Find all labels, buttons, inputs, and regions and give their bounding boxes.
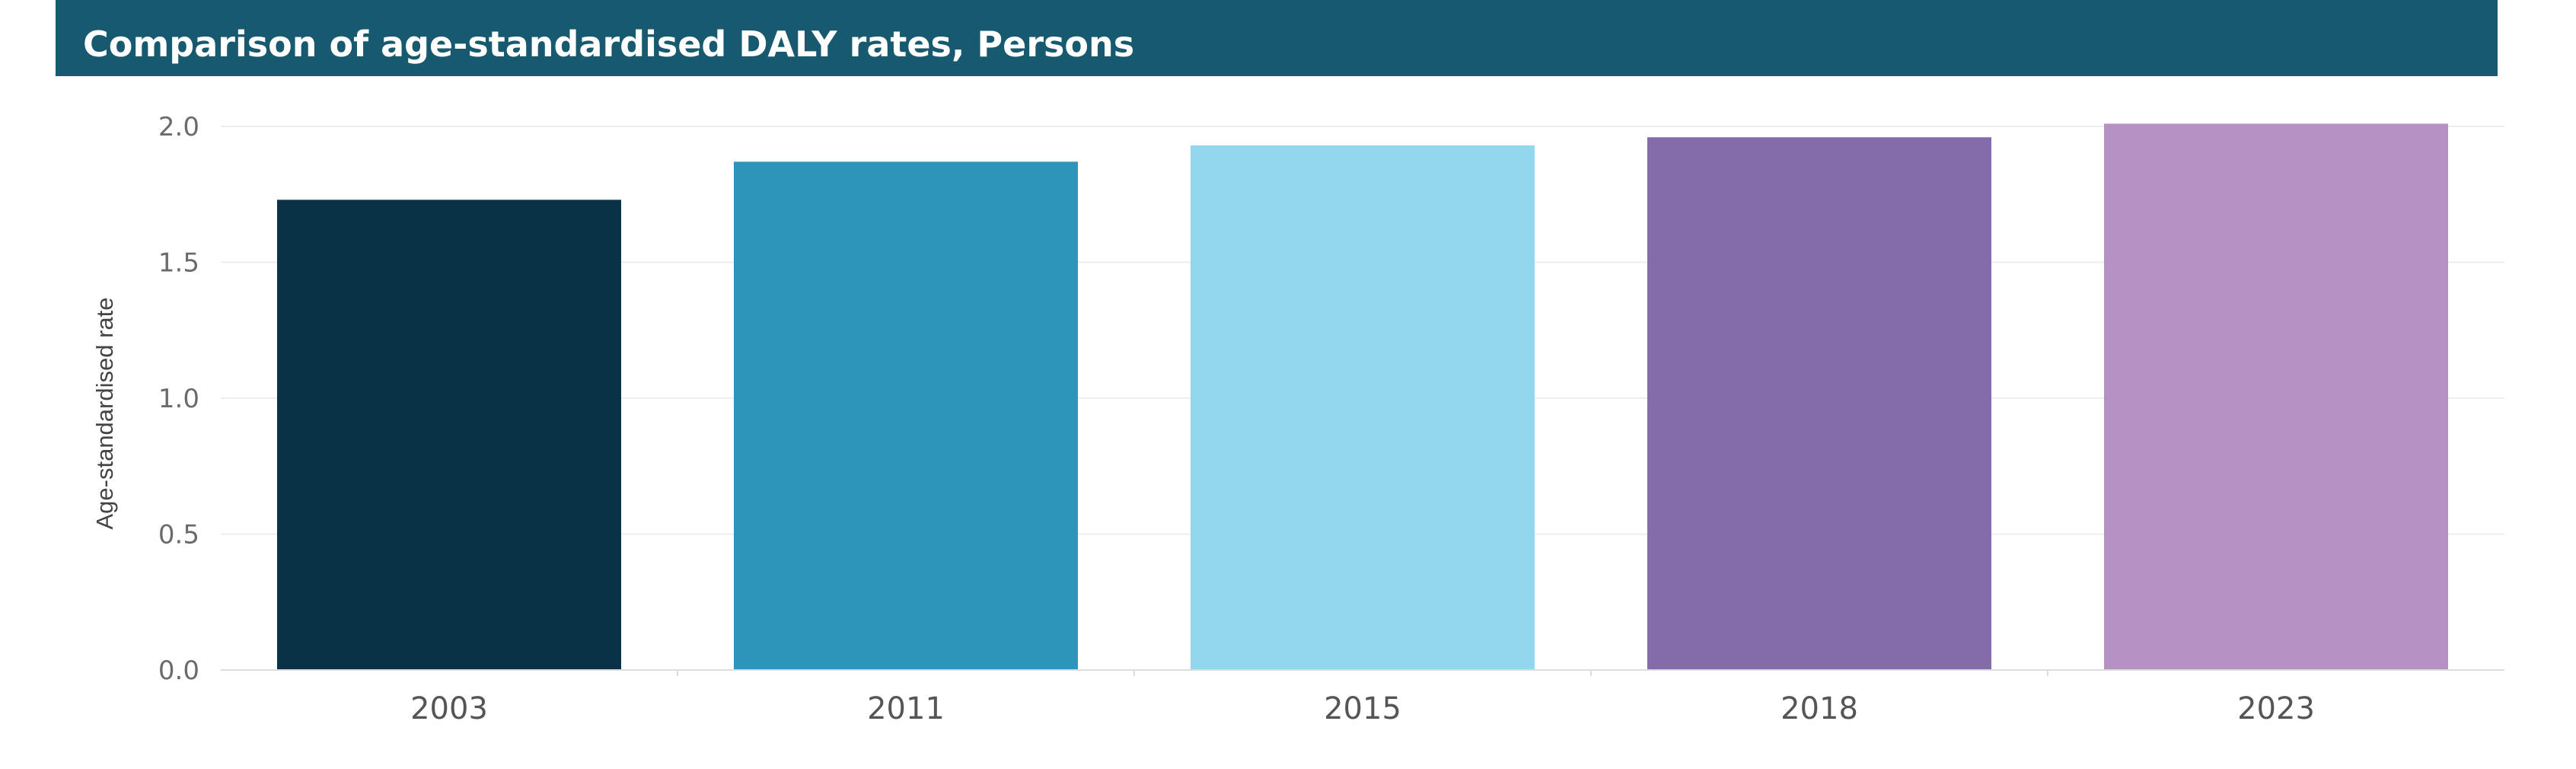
bar-2011[interactable] (734, 161, 1078, 670)
y-tick-label: 0.5 (158, 520, 199, 550)
bar-2023[interactable] (2104, 123, 2448, 670)
chart-title: Comparison of age-standardised DALY rate… (83, 24, 1135, 65)
x-tick-label: 2003 (410, 691, 488, 726)
x-axis-ticks: 2003 2011 2015 2018 2023 (410, 670, 2315, 726)
x-tick-label: 2011 (867, 691, 945, 726)
y-axis-title: Age-standardised rate (91, 297, 118, 529)
bars (277, 123, 2448, 671)
x-tick-label: 2023 (2237, 691, 2315, 726)
chart-header-bar: Comparison of age-standardised DALY rate… (56, 0, 2498, 76)
y-tick-label: 0.0 (158, 656, 199, 686)
y-tick-label: 1.0 (158, 384, 199, 414)
bar-2018[interactable] (1647, 137, 1991, 670)
bar-2015[interactable] (1191, 145, 1535, 671)
y-axis-ticks: 0.0 0.5 1.0 1.5 2.0 (158, 112, 199, 686)
y-tick-label: 2.0 (158, 112, 199, 142)
y-tick-label: 1.5 (158, 248, 199, 279)
bar-2003[interactable] (277, 199, 621, 670)
x-tick-label: 2015 (1324, 691, 1401, 726)
x-tick-label: 2018 (1781, 691, 1858, 726)
